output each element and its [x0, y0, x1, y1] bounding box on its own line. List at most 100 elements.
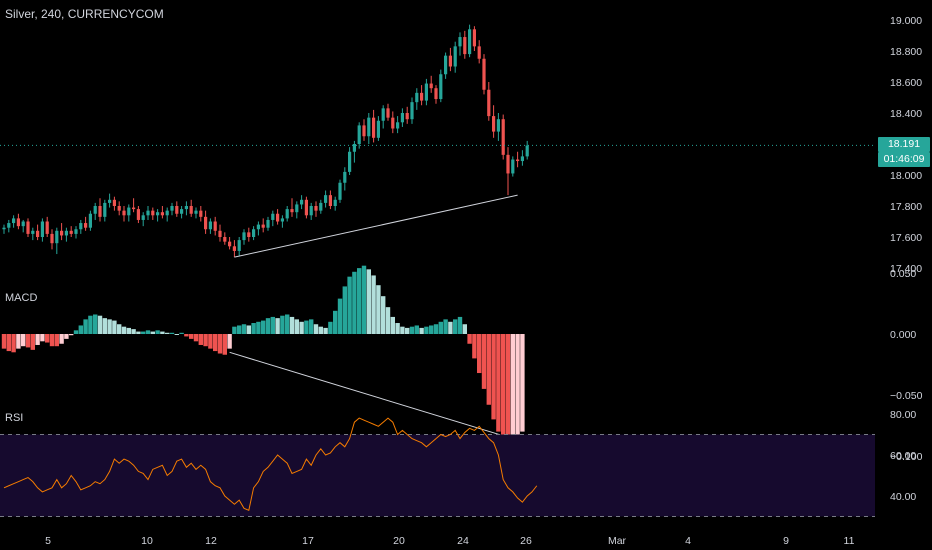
price-axis-tick: 18.600: [890, 77, 922, 89]
candle-body: [496, 119, 500, 132]
macd-histogram-bar: [189, 334, 194, 339]
macd-histogram-bar: [515, 334, 520, 438]
macd-histogram-bar: [347, 276, 352, 334]
macd-histogram-bar: [145, 330, 151, 334]
candle-body: [458, 37, 462, 47]
macd-axis-tick: 0.050: [890, 268, 916, 280]
candle-body: [352, 144, 356, 152]
candle-body: [300, 199, 304, 205]
macd-histogram-bar: [328, 321, 333, 334]
time-axis-tick: 12: [205, 535, 217, 547]
candle-body: [242, 232, 246, 241]
candle-body: [36, 230, 40, 237]
macd-histogram-bar: [448, 321, 453, 334]
macd-histogram-bar: [371, 275, 376, 334]
candle-body: [520, 156, 524, 162]
macd-histogram-bar: [227, 334, 232, 349]
macd-histogram-bar: [97, 315, 103, 334]
macd-histogram-bar: [361, 265, 367, 334]
price-axis-tick: 17.800: [890, 201, 922, 213]
macd-histogram-bar: [280, 315, 285, 334]
rsi-pane-label[interactable]: RSI: [5, 412, 24, 424]
candle-body: [511, 159, 515, 174]
bar-countdown-badge: 01:46:09: [878, 152, 930, 167]
candle-body: [420, 92, 424, 101]
macd-divergence-line: [229, 351, 518, 441]
macd-histogram-bar: [457, 316, 463, 334]
macd-histogram-bar: [453, 319, 458, 334]
macd-pane-label[interactable]: MACD: [5, 292, 38, 304]
macd-histogram-bar: [222, 334, 227, 355]
macd-histogram-bar: [6, 334, 11, 352]
candle-body: [295, 204, 299, 213]
macd-histogram-bar: [208, 334, 213, 349]
macd-histogram-bar: [285, 314, 290, 334]
macd-histogram-bar: [83, 319, 88, 334]
candle-body: [266, 219, 270, 228]
macd-histogram-bar: [237, 325, 242, 334]
candle-body: [93, 206, 97, 214]
macd-histogram-bar: [78, 325, 83, 334]
macd-histogram-bar: [477, 334, 482, 374]
macd-histogram-bar: [385, 307, 391, 334]
candle-body: [396, 122, 400, 129]
macd-histogram-bar: [155, 330, 160, 334]
candle-body: [160, 212, 164, 216]
candle-body: [525, 145, 529, 157]
candle-body: [31, 230, 35, 234]
candle-body: [199, 210, 203, 217]
macd-histogram-bar: [16, 334, 21, 349]
candle-body: [208, 221, 212, 230]
candle-body: [156, 212, 160, 216]
candle-body: [448, 55, 452, 67]
rsi-axis-tick: 80.00: [890, 409, 916, 421]
symbol-title[interactable]: Silver, 240, CURRENCYCOM: [5, 7, 164, 21]
macd-histogram-bar: [174, 334, 179, 335]
candle-body: [434, 88, 438, 100]
candle-body: [453, 46, 457, 67]
macd-histogram-bar: [333, 310, 338, 334]
candle-body: [16, 218, 20, 227]
candle-body: [381, 108, 385, 121]
candle-body: [204, 216, 208, 230]
macd-histogram-bar: [203, 334, 208, 347]
macd-histogram-bar: [59, 334, 64, 344]
macd-histogram-bar: [150, 331, 155, 334]
macd-histogram-bar: [405, 327, 410, 334]
candle-body: [256, 224, 260, 230]
macd-histogram-bar: [169, 332, 175, 334]
macd-histogram-bar: [184, 334, 189, 337]
macd-histogram-bar: [294, 319, 299, 334]
macd-histogram-bar: [102, 318, 107, 334]
macd-histogram-bar: [275, 318, 280, 334]
macd-histogram-bar: [45, 334, 50, 343]
macd-histogram-bar: [35, 334, 40, 345]
candle-body: [343, 171, 347, 183]
candle-body: [472, 29, 476, 47]
candle-body: [194, 210, 198, 214]
macd-histogram-bar: [121, 326, 127, 334]
macd-histogram-bar: [357, 268, 362, 334]
time-axis-tick: 17: [302, 535, 314, 547]
macd-histogram-bar: [232, 326, 237, 334]
candle-body: [252, 229, 256, 237]
macd-histogram-bar: [217, 334, 223, 354]
candle-body: [482, 58, 486, 90]
candle-body: [218, 230, 222, 237]
macd-histogram-bar: [304, 320, 309, 334]
candle-body: [463, 37, 467, 55]
macd-histogram-bar: [117, 324, 122, 334]
candle-body: [165, 210, 169, 216]
rsi-band-background: [0, 434, 875, 517]
macd-histogram-bar: [21, 334, 26, 347]
candle-body: [429, 83, 433, 89]
macd-histogram-bar: [501, 334, 506, 439]
macd-histogram-bar: [261, 320, 266, 334]
macd-histogram-bar: [256, 321, 261, 334]
candle-body: [444, 55, 448, 75]
time-axis-tick: 10: [141, 535, 153, 547]
candle-body: [280, 218, 284, 222]
candle-body: [223, 237, 227, 242]
candle-body: [108, 199, 112, 203]
